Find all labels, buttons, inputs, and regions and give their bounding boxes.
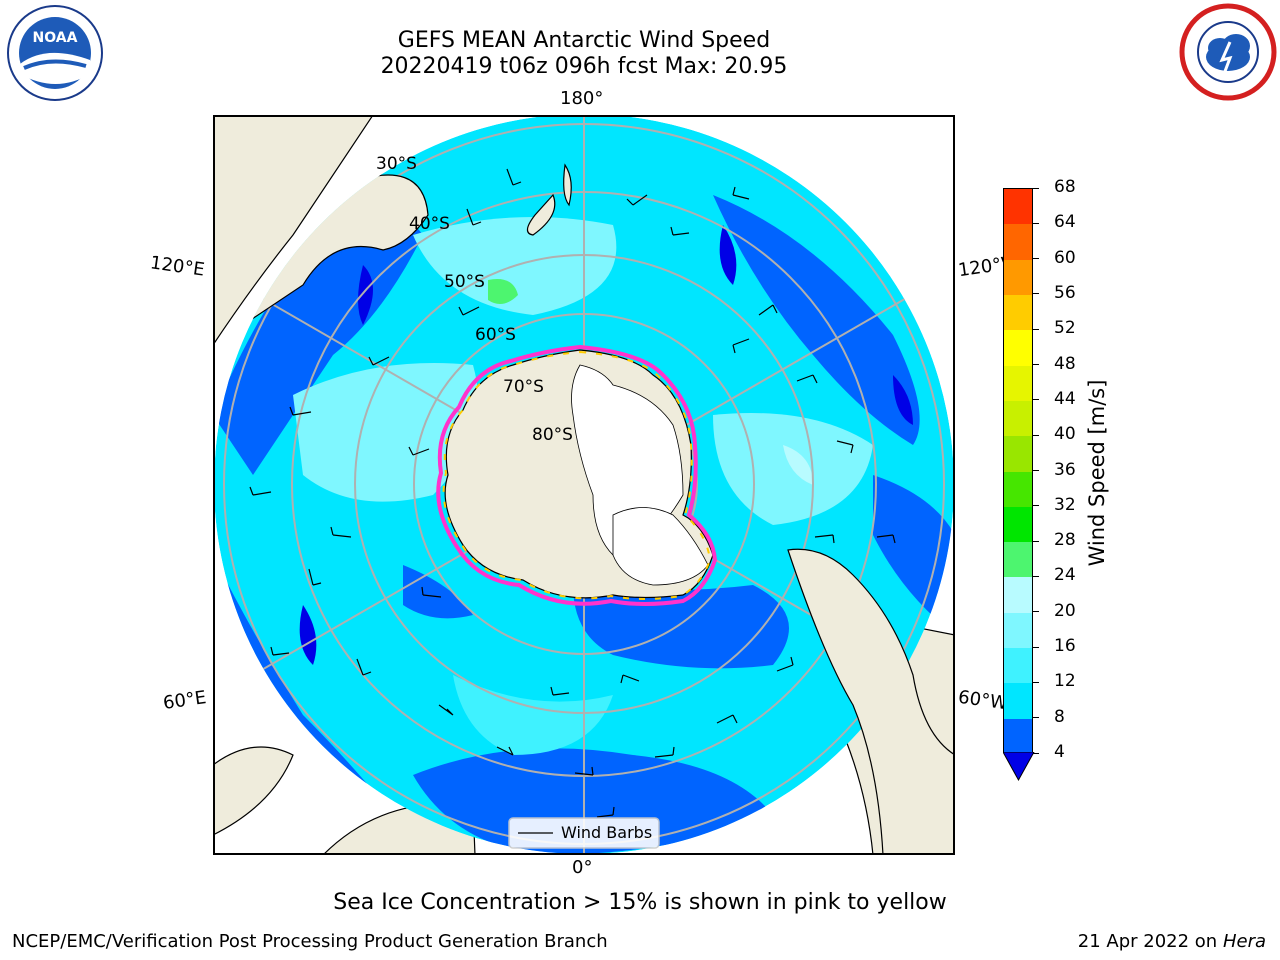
svg-text:NOAA: NOAA — [33, 30, 78, 46]
colorbar-band — [1004, 365, 1032, 401]
colorbar — [1003, 188, 1033, 754]
colorbar-tick-mark — [1033, 434, 1039, 436]
nws-logo — [1179, 3, 1277, 101]
colorbar-band — [1004, 612, 1032, 649]
colorbar-tick-mark — [1033, 258, 1039, 260]
colorbar-band — [1004, 189, 1032, 225]
colorbar-tick-label: 52 — [1054, 318, 1076, 339]
colorbar-tick-label: 56 — [1054, 282, 1076, 303]
colorbar-band — [1004, 577, 1032, 613]
lon-label-120e: 120°E — [148, 252, 206, 281]
colorbar-tick-mark — [1033, 575, 1039, 577]
lon-label-60w: 60°W — [956, 686, 1009, 715]
colorbar-tick-mark — [1033, 364, 1039, 366]
colorbar-band — [1004, 330, 1032, 366]
colorbar-tick-mark — [1033, 293, 1039, 295]
footer-branch: NCEP/EMC/Verification Post Processing Pr… — [12, 931, 608, 952]
colorbar-tick-mark — [1033, 717, 1039, 719]
colorbar-extend-arrow — [1003, 752, 1035, 782]
sea-ice-note: Sea Ice Concentration > 15% is shown in … — [333, 890, 947, 915]
antarctic-map: 30°S 40°S 50°S 60°S 70°S 80°S Wind Barbs — [213, 115, 955, 855]
colorbar-tick-mark — [1033, 540, 1039, 542]
lat-label-80s: 80°S — [532, 425, 573, 445]
colorbar-tick-label: 12 — [1054, 671, 1076, 692]
colorbar-tick-label: 60 — [1054, 247, 1076, 268]
colorbar-tick-mark — [1033, 646, 1039, 648]
colorbar-label: Wind Speed [m/s] — [1085, 379, 1109, 567]
map-title-line1: GEFS MEAN Antarctic Wind Speed — [397, 28, 771, 53]
colorbar-tick-mark — [1033, 611, 1039, 613]
colorbar-tick-label: 16 — [1054, 636, 1076, 657]
lat-label-70s: 70°S — [503, 377, 544, 397]
wind-barbs-legend-label: Wind Barbs — [561, 823, 652, 842]
colorbar-tick-mark — [1033, 681, 1039, 683]
colorbar-tick-mark — [1033, 752, 1039, 754]
colorbar-band — [1004, 259, 1032, 295]
colorbar-tick-label: 24 — [1054, 565, 1076, 586]
colorbar-tick-mark — [1033, 187, 1039, 189]
colorbar-tick-label: 64 — [1054, 212, 1076, 233]
colorbar-tick-label: 32 — [1054, 494, 1076, 515]
colorbar-band — [1004, 648, 1032, 684]
lat-label-60s: 60°S — [475, 325, 516, 345]
colorbar-band — [1004, 471, 1032, 507]
colorbar-tick-label: 40 — [1054, 424, 1076, 445]
noaa-logo: NOAA — [7, 5, 103, 101]
colorbar-tick-mark — [1033, 328, 1039, 330]
colorbar-tick-label: 20 — [1054, 600, 1076, 621]
lon-label-60e: 60°E — [161, 687, 208, 714]
colorbar-tick-mark — [1033, 222, 1039, 224]
lat-label-30s: 30°S — [376, 154, 417, 174]
colorbar-band — [1004, 506, 1032, 543]
colorbar-tick-mark — [1033, 399, 1039, 401]
colorbar-tick-mark — [1033, 505, 1039, 507]
lon-label-180: 180° — [560, 88, 604, 109]
colorbar-tick-label: 68 — [1054, 177, 1076, 197]
colorbar-tick-label: 36 — [1054, 459, 1076, 480]
colorbar-band — [1004, 294, 1032, 331]
colorbar-tick-label: 8 — [1054, 706, 1065, 727]
footer-date-text: 21 Apr 2022 on — [1077, 931, 1223, 952]
colorbar-tick-mark — [1033, 470, 1039, 471]
footer-date: 21 Apr 2022 on Hera — [1078, 931, 1266, 952]
footer-host: Hera — [1222, 931, 1266, 952]
lat-label-50s: 50°S — [444, 272, 485, 292]
lon-label-0: 0° — [572, 857, 593, 878]
colorbar-band — [1004, 400, 1032, 437]
colorbar-band — [1004, 542, 1032, 578]
colorbar-tick-label: 4 — [1054, 742, 1065, 762]
wind-barbs-legend: Wind Barbs — [508, 817, 660, 849]
colorbar-tick-label: 28 — [1054, 530, 1076, 551]
colorbar-band — [1004, 683, 1032, 719]
colorbar-band — [1004, 224, 1032, 260]
colorbar-band — [1004, 718, 1032, 754]
colorbar-tick-label: 44 — [1054, 388, 1076, 409]
colorbar-tick-label: 48 — [1054, 353, 1076, 374]
map-title-line2: 20220419 t06z 096h fcst Max: 20.95 — [380, 54, 788, 79]
lat-label-40s: 40°S — [409, 214, 450, 234]
colorbar-band — [1004, 436, 1032, 472]
